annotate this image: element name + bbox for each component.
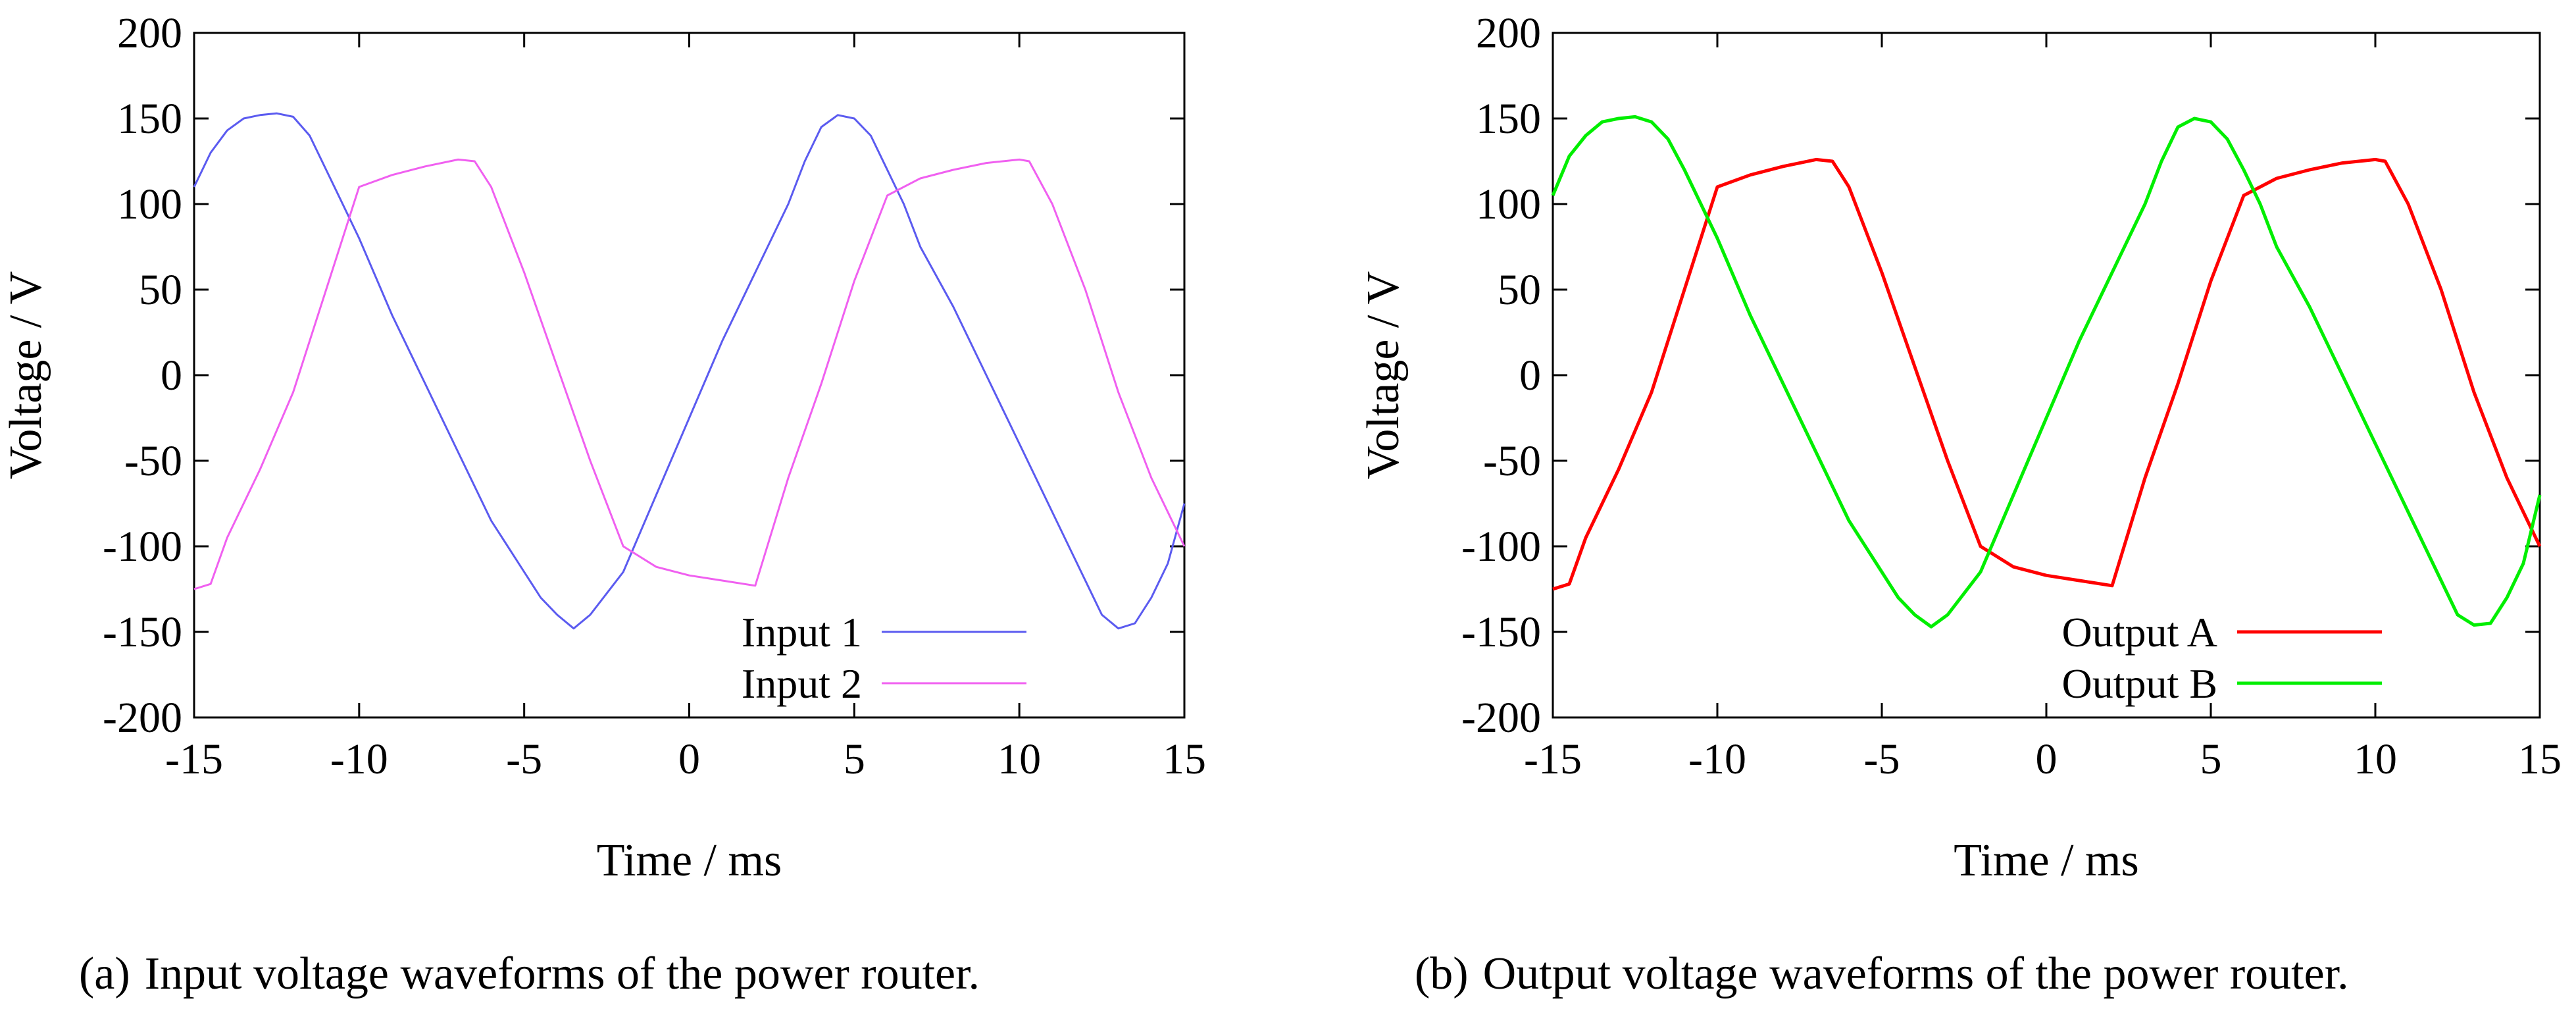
pa-y-tick-label: 200 [117,9,182,57]
pa-y-tick-label: 50 [139,266,182,314]
pb-x-tick-label: 10 [2354,735,2397,783]
pa-y-tick-label: 100 [117,180,182,228]
pb-y-tick-label: -50 [1483,437,1541,485]
pa-x-tick-label: -15 [165,735,223,783]
pa-plot-frame [193,32,1186,719]
caption-b-tag: (b) [1415,948,1469,999]
pa-y-tick-label: -200 [103,694,182,742]
pb-x-tick-label: -10 [1688,735,1746,783]
pb-y-tick-label: -150 [1461,608,1541,656]
pa-x-tick-label: 0 [678,735,700,783]
pa-y-tick-label: 0 [161,351,182,400]
pa-legend-label-input-2: Input 2 [742,660,862,707]
pa-y-tick-label: -100 [103,523,182,571]
pa-x-tick-label: -10 [330,735,388,783]
pb-x-tick-label: 15 [2518,735,2562,783]
pb-series-output-a-line [1552,157,2542,591]
pa-y-tick-label: -50 [124,437,182,485]
pb-y-axis-label: Voltage / V [1358,271,1409,479]
caption-b-text: Output voltage waveforms of the power ro… [1482,948,2349,999]
pa-series-input-1-line [193,112,1186,630]
pa-series-input-2-line [193,158,1186,590]
pb-x-axis-label: Time / ms [1954,835,2138,886]
pa-y-axis-label: Voltage / V [1,271,51,479]
pb-x-tick-label: 5 [2200,735,2222,783]
pa-x-axis-label: Time / ms [597,835,782,886]
pb-legend-label-output-a: Output A [2062,609,2217,656]
pa-x-tick-label: 5 [844,735,865,783]
pa-x-tick-label: 10 [998,735,1041,783]
caption-a: (a) Input voltage waveforms of the power … [79,948,980,1000]
pa-y-tick-label: 150 [117,95,182,143]
pb-series-output-b-line [1551,115,2542,629]
pa-legend-label-input-1: Input 1 [742,609,862,656]
pb-y-tick-label: -200 [1461,694,1541,742]
pb-y-tick-label: 200 [1476,9,1541,57]
pb-legend-label-output-b: Output B [2062,660,2217,707]
pb-x-tick-label: 0 [2036,735,2058,783]
pb-y-tick-label: -100 [1461,523,1541,571]
pa-x-tick-label: 15 [1163,735,1206,783]
pb-y-tick-label: 50 [1498,266,1541,314]
caption-a-text: Input voltage waveforms of the power rou… [144,948,980,999]
pb-plot-frame [1552,32,2541,719]
pb-x-tick-label: -5 [1864,735,1900,783]
pa-y-tick-label: -150 [103,608,182,656]
pb-y-tick-label: 0 [1519,351,1541,400]
caption-b: (b) Output voltage waveforms of the power… [1415,948,2349,1000]
pb-y-tick-label: 100 [1476,180,1541,228]
caption-a-tag: (a) [79,948,130,999]
pb-x-tick-label: -15 [1524,735,1582,783]
pa-x-tick-label: -5 [506,735,542,783]
pb-y-tick-label: 150 [1476,95,1541,143]
